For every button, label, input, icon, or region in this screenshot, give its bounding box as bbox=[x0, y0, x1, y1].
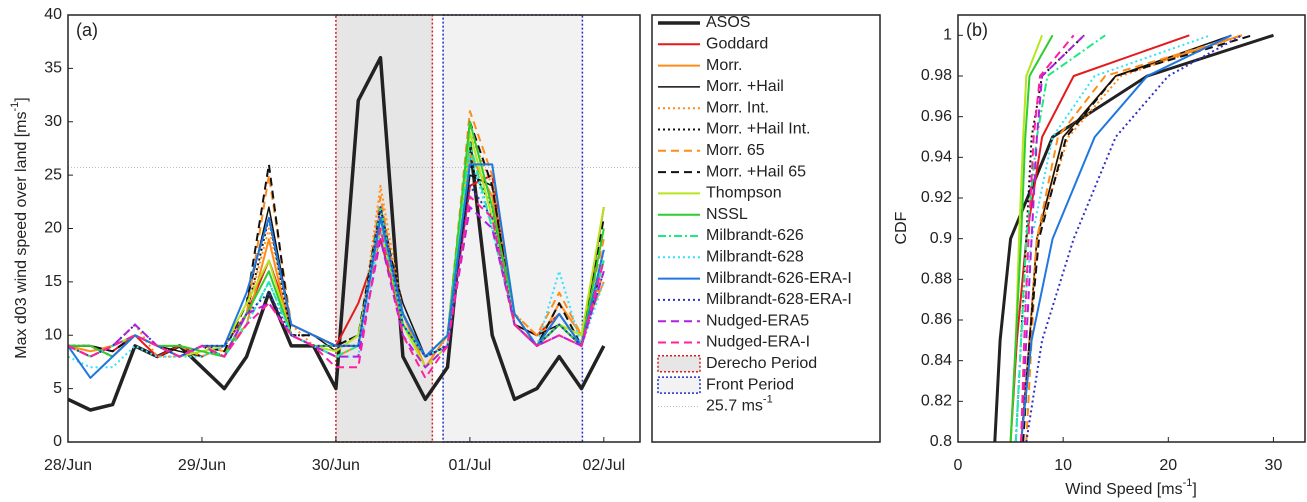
x-axis-title: Wind Speed [ms-1] bbox=[1065, 477, 1197, 498]
y-tick-label: 0.82 bbox=[921, 393, 952, 410]
series-line bbox=[1014, 34, 1106, 443]
legend-label: NSSL bbox=[706, 206, 748, 223]
y-tick-label: 40 bbox=[44, 6, 62, 23]
plot-frame bbox=[957, 14, 1306, 443]
plot-area bbox=[958, 15, 1305, 442]
legend-swatch bbox=[657, 376, 701, 394]
period-band bbox=[442, 14, 584, 443]
series-line bbox=[1020, 34, 1075, 443]
series-line bbox=[67, 195, 605, 379]
y-tick-label: 15 bbox=[44, 273, 62, 290]
y-tick-label: 10 bbox=[44, 326, 62, 343]
legend-label: Milbrandt-626-ERA-I bbox=[706, 270, 852, 287]
legend-label-text: 25.7 ms bbox=[706, 398, 763, 415]
y-tick-label: 35 bbox=[44, 60, 62, 77]
legend-label: 25.7 ms-1 bbox=[706, 393, 773, 414]
y-tick-label: 0.86 bbox=[921, 311, 952, 328]
x-tick-label: 0 bbox=[954, 457, 963, 474]
legend-label: Milbrandt-626 bbox=[706, 227, 804, 244]
legend-label: Goddard bbox=[706, 36, 768, 53]
x-tick-label: 30/Jun bbox=[312, 457, 360, 474]
legend-label: Thompson bbox=[706, 185, 782, 202]
x-axis-title-sup: -1 bbox=[1183, 477, 1193, 489]
y-tick-label: 0.88 bbox=[921, 271, 952, 288]
legend-label: Morr. Int. bbox=[706, 99, 769, 116]
x-tick-label: 29/Jun bbox=[178, 457, 226, 474]
y-axis-title-text: Max d03 wind speed over land [ms bbox=[13, 111, 30, 358]
legend-label: Morr. bbox=[706, 57, 742, 74]
y-tick-label: 1 bbox=[943, 27, 952, 44]
legend-label: Derecho Period bbox=[706, 355, 817, 372]
series-line bbox=[1020, 34, 1085, 443]
y-tick-label: 0 bbox=[53, 433, 62, 450]
legend-label: Nudged-ERA-I bbox=[706, 334, 810, 351]
panel-label: (b) bbox=[966, 20, 988, 40]
y-tick-label: 30 bbox=[44, 113, 62, 130]
series-line bbox=[1020, 34, 1232, 443]
y-axis-title-end: ] bbox=[13, 97, 30, 101]
x-tick-label: 20 bbox=[1159, 457, 1177, 474]
legend-label: Milbrandt-628-ERA-I bbox=[706, 291, 852, 308]
legend-label: Front Period bbox=[706, 376, 794, 393]
legend-label: Nudged-ERA5 bbox=[706, 312, 809, 329]
panel-label: (a) bbox=[76, 20, 98, 40]
plot: 0 5 10 15 20 25 30 35 40 28/Jun 29/Jun 30/Jun 01/Jul… bbox=[44, 6, 641, 474]
y-tick-label: 0.8 bbox=[930, 433, 952, 450]
y-axis-title: CDF bbox=[893, 211, 910, 244]
y-tick-label: 25 bbox=[44, 166, 62, 183]
y-tick-label: 0.84 bbox=[921, 352, 952, 369]
y-tick-label: 0.96 bbox=[921, 108, 952, 125]
y-tick-label: 0.98 bbox=[921, 67, 952, 84]
legend-label: Morr. +Hail bbox=[706, 78, 784, 95]
y-tick-label: 0.9 bbox=[930, 230, 952, 247]
legend-label: Morr. +Hail Int. bbox=[706, 121, 810, 138]
series-line bbox=[1014, 34, 1211, 443]
x-tick-label: 10 bbox=[1054, 457, 1072, 474]
legend-label: ASOS bbox=[706, 14, 750, 31]
y-tick-label: 0.92 bbox=[921, 189, 952, 206]
series-line bbox=[1009, 34, 1054, 443]
legend-label: Morr. +Hail 65 bbox=[706, 163, 806, 180]
legend-swatch bbox=[657, 355, 701, 373]
x-tick-label: 01/Jul bbox=[449, 457, 492, 474]
x-tick-label: 30 bbox=[1265, 457, 1283, 474]
y-tick-label: 0.94 bbox=[921, 149, 952, 166]
series-line bbox=[1022, 34, 1253, 443]
y-tick-label: 5 bbox=[53, 380, 62, 397]
y-tick-label: 20 bbox=[44, 220, 62, 237]
plot: 0.80.820.840.860.880.90.920.940.960.9810… bbox=[921, 14, 1306, 474]
x-tick-label: 02/Jul bbox=[582, 457, 625, 474]
series-line bbox=[1025, 34, 1243, 443]
legend-label: Milbrandt-628 bbox=[706, 249, 804, 266]
legend-label: Morr. 65 bbox=[706, 142, 765, 159]
legend-label-sup: -1 bbox=[763, 393, 773, 405]
y-axis-title-sup: -1 bbox=[9, 102, 21, 112]
x-tick-label: 28/Jun bbox=[44, 457, 92, 474]
y-axis-title: Max d03 wind speed over land [ms-1] bbox=[9, 97, 30, 358]
x-axis-title-end: ] bbox=[1192, 481, 1196, 498]
x-axis-title-text: Wind Speed [ms bbox=[1065, 481, 1182, 498]
